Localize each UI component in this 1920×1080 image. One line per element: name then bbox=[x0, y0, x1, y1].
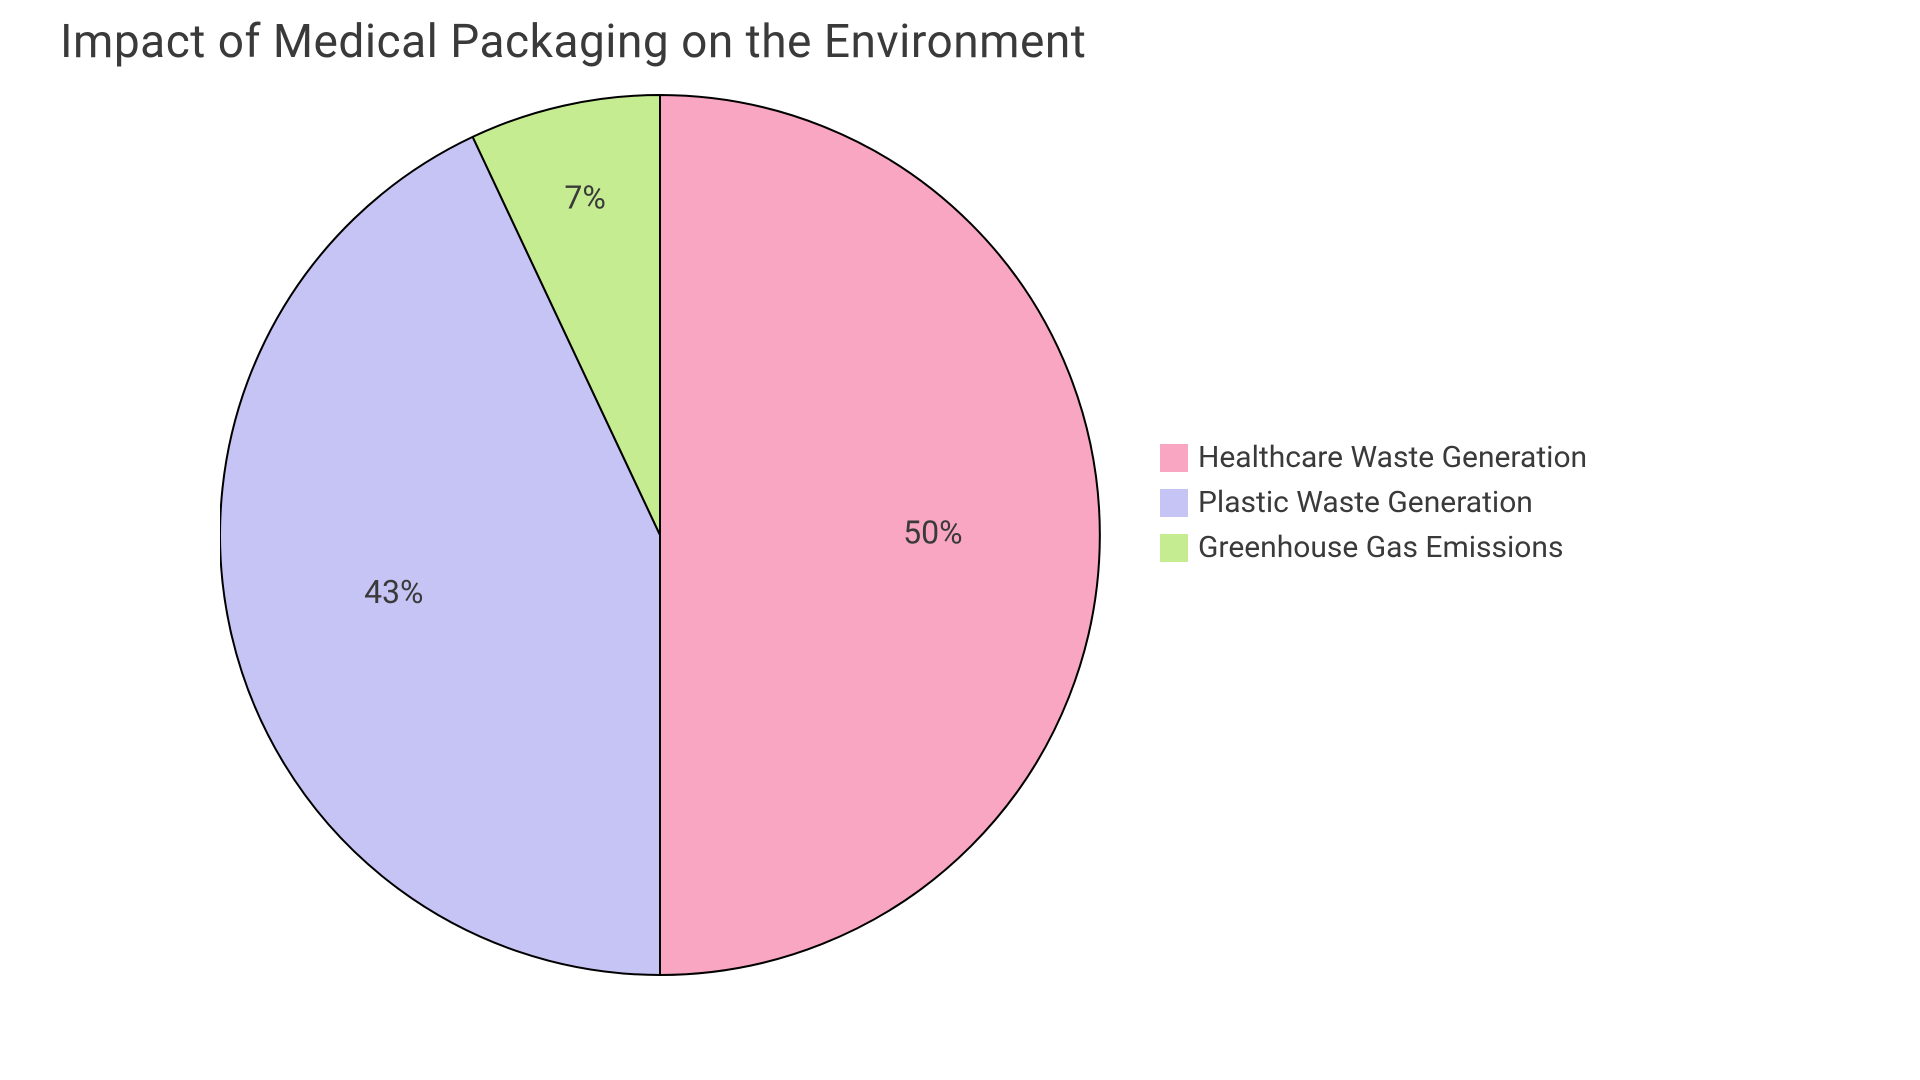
pie-slice bbox=[660, 95, 1100, 975]
pie-slice-label: 7% bbox=[564, 179, 605, 217]
pie-slice-label: 43% bbox=[364, 573, 423, 611]
legend-item: Healthcare Waste Generation bbox=[1160, 440, 1587, 475]
legend-swatch bbox=[1160, 444, 1188, 472]
pie-slice-label: 50% bbox=[903, 513, 962, 551]
chart-title: Impact of Medical Packaging on the Envir… bbox=[60, 15, 1086, 69]
legend-swatch bbox=[1160, 489, 1188, 517]
legend-label: Greenhouse Gas Emissions bbox=[1198, 530, 1563, 565]
legend-item: Plastic Waste Generation bbox=[1160, 485, 1587, 520]
legend-label: Healthcare Waste Generation bbox=[1198, 440, 1587, 475]
legend-label: Plastic Waste Generation bbox=[1198, 485, 1533, 520]
chart-legend: Healthcare Waste Generation Plastic Waste… bbox=[1160, 440, 1587, 565]
pie-chart: 50% 43% 7% bbox=[220, 90, 1120, 994]
legend-swatch bbox=[1160, 534, 1188, 562]
legend-item: Greenhouse Gas Emissions bbox=[1160, 530, 1587, 565]
